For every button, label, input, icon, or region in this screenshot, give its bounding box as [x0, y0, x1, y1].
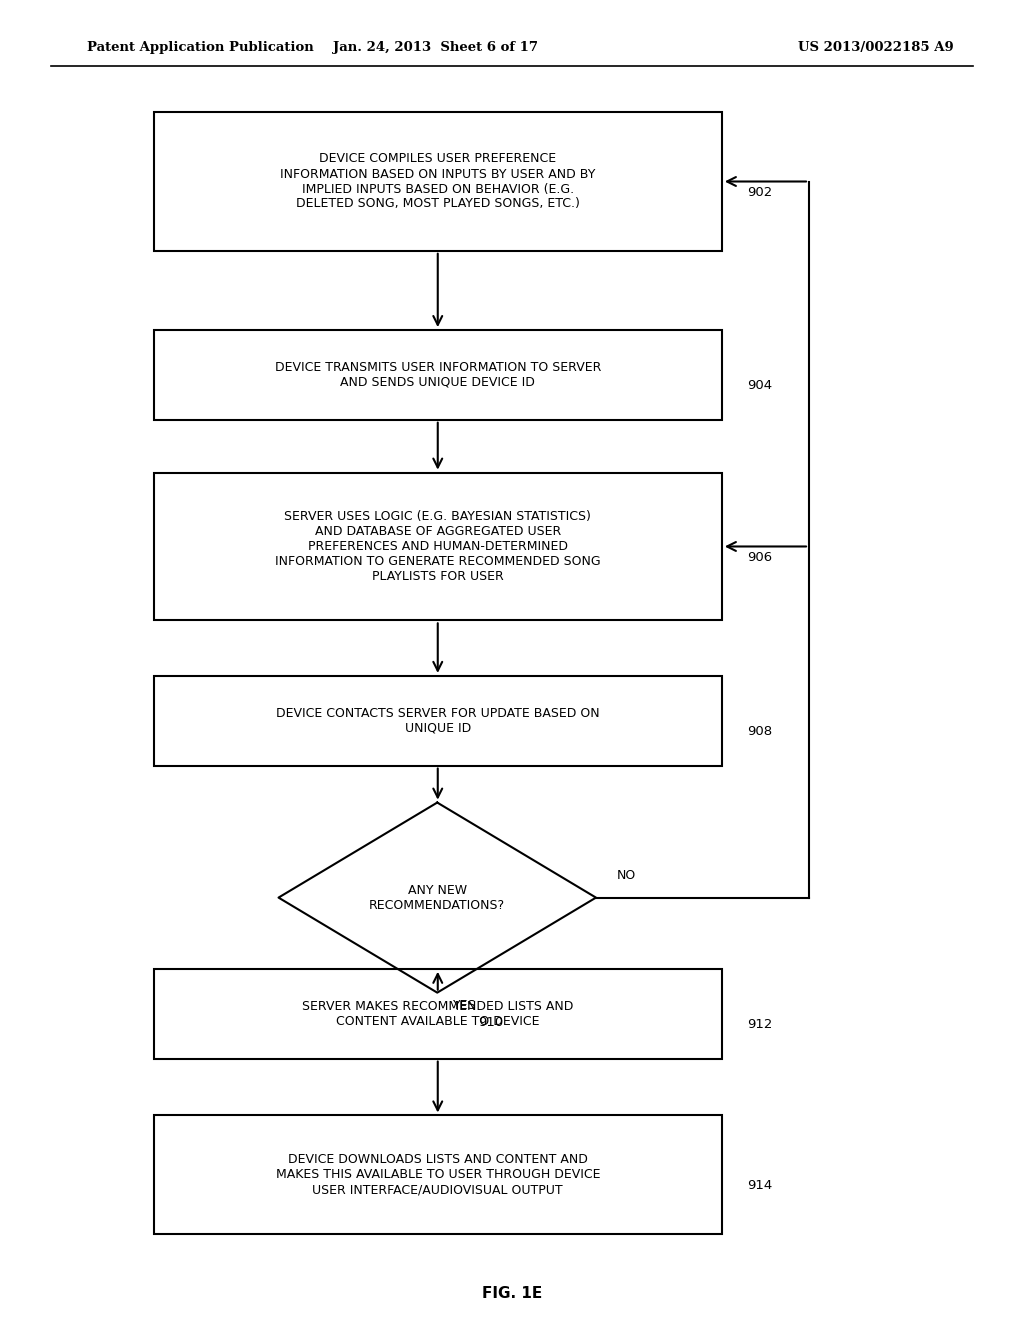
Text: DEVICE DOWNLOADS LISTS AND CONTENT AND
MAKES THIS AVAILABLE TO USER THROUGH DEVI: DEVICE DOWNLOADS LISTS AND CONTENT AND M…: [275, 1154, 600, 1196]
Text: 908: 908: [748, 725, 773, 738]
Text: DEVICE CONTACTS SERVER FOR UPDATE BASED ON
UNIQUE ID: DEVICE CONTACTS SERVER FOR UPDATE BASED …: [275, 706, 600, 735]
Text: US 2013/0022185 A9: US 2013/0022185 A9: [798, 41, 953, 54]
FancyBboxPatch shape: [154, 1115, 722, 1234]
Text: SERVER USES LOGIC (E.G. BAYESIAN STATISTICS)
AND DATABASE OF AGGREGATED USER
PRE: SERVER USES LOGIC (E.G. BAYESIAN STATIST…: [275, 510, 600, 583]
Text: DEVICE COMPILES USER PREFERENCE
INFORMATION BASED ON INPUTS BY USER AND BY
IMPLI: DEVICE COMPILES USER PREFERENCE INFORMAT…: [281, 153, 595, 210]
Text: 912: 912: [748, 1018, 773, 1031]
Text: 914: 914: [748, 1179, 773, 1192]
Text: 910: 910: [478, 1016, 504, 1030]
Text: FIG. 1E: FIG. 1E: [482, 1286, 542, 1302]
Text: DEVICE TRANSMITS USER INFORMATION TO SERVER
AND SENDS UNIQUE DEVICE ID: DEVICE TRANSMITS USER INFORMATION TO SER…: [274, 360, 601, 389]
Text: 902: 902: [748, 186, 773, 198]
FancyBboxPatch shape: [154, 676, 722, 766]
Text: NO: NO: [616, 869, 636, 882]
FancyBboxPatch shape: [154, 969, 722, 1059]
Polygon shape: [279, 803, 596, 993]
FancyBboxPatch shape: [154, 473, 722, 620]
Text: 904: 904: [748, 379, 773, 392]
FancyBboxPatch shape: [154, 330, 722, 420]
Text: SERVER MAKES RECOMMENDED LISTS AND
CONTENT AVAILABLE TO DEVICE: SERVER MAKES RECOMMENDED LISTS AND CONTE…: [302, 999, 573, 1028]
Text: Jan. 24, 2013  Sheet 6 of 17: Jan. 24, 2013 Sheet 6 of 17: [333, 41, 538, 54]
Text: 906: 906: [748, 550, 773, 564]
FancyBboxPatch shape: [154, 112, 722, 251]
Text: Patent Application Publication: Patent Application Publication: [87, 41, 313, 54]
Text: ANY NEW
RECOMMENDATIONS?: ANY NEW RECOMMENDATIONS?: [370, 883, 505, 912]
Text: YES: YES: [453, 999, 476, 1012]
